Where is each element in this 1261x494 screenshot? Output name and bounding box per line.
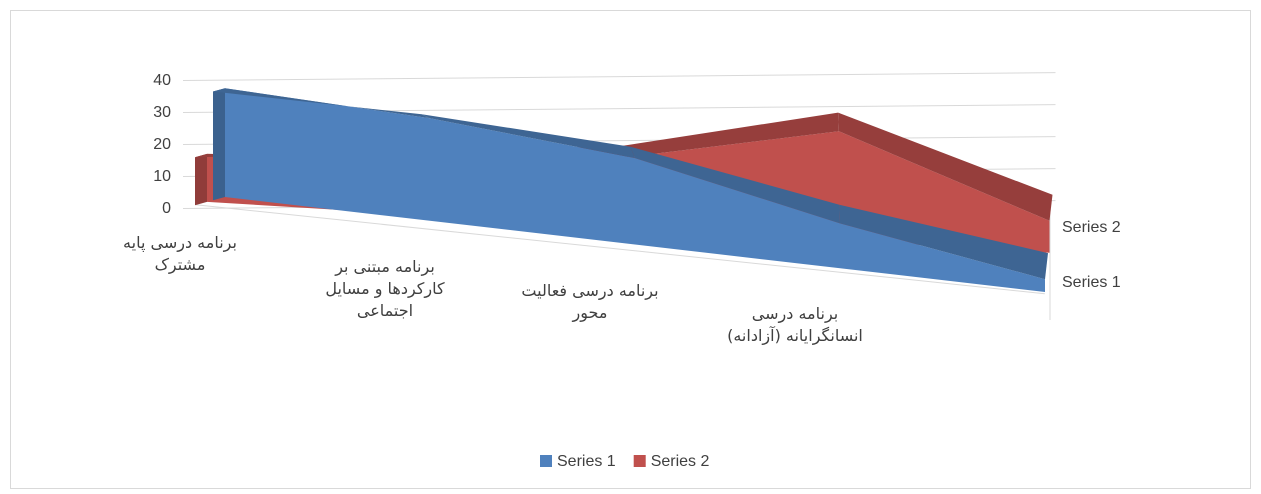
area-side [213, 88, 225, 201]
x-tick-label: برنامه درسی انسانگرایانه (آزادانه) [727, 304, 863, 346]
area-top [623, 112, 839, 157]
x-tick-label: برنامه درسی پایه مشترک [123, 233, 237, 274]
area-top [838, 112, 1053, 221]
area-top [213, 88, 430, 119]
x-tick-label: برنامه مبتنی بر کارکردها و مسایل اجتماعی [325, 256, 445, 320]
legend-swatch [540, 455, 552, 467]
grid-line [182, 72, 1056, 82]
depth-label: Series 2 [1062, 219, 1121, 236]
area-side [195, 153, 207, 206]
y-tick-label: 30 [153, 104, 171, 121]
x-axis-line [195, 204, 1045, 295]
y-tick-label: 10 [153, 168, 171, 185]
legend-swatch [633, 455, 646, 467]
x-tick-label: برنامه درسی فعالیت محور [521, 280, 659, 322]
depth-label: Series 1 [1062, 274, 1121, 291]
x-tick-label-box: برنامه مبتنی بر کارکردها و مسایل اجتماعی [325, 256, 445, 320]
legend-label: Series 1 [557, 453, 616, 470]
x-tick-label-box: برنامه درسی فعالیت محور [521, 280, 659, 322]
area-top [839, 204, 1048, 280]
y-tick-label: 20 [153, 136, 171, 153]
series-1 [213, 88, 1048, 292]
y-tick-label: 0 [162, 200, 171, 217]
x-tick-label-box: برنامه درسی انسانگرایانه (آزادانه) [727, 304, 863, 346]
y-tick-label: 40 [153, 72, 171, 89]
area [225, 88, 1045, 292]
area-top [421, 114, 635, 159]
legend-label: Series 2 [651, 453, 710, 470]
area-top [630, 146, 840, 224]
x-tick-label-box: برنامه درسی پایه مشترک [123, 233, 237, 274]
